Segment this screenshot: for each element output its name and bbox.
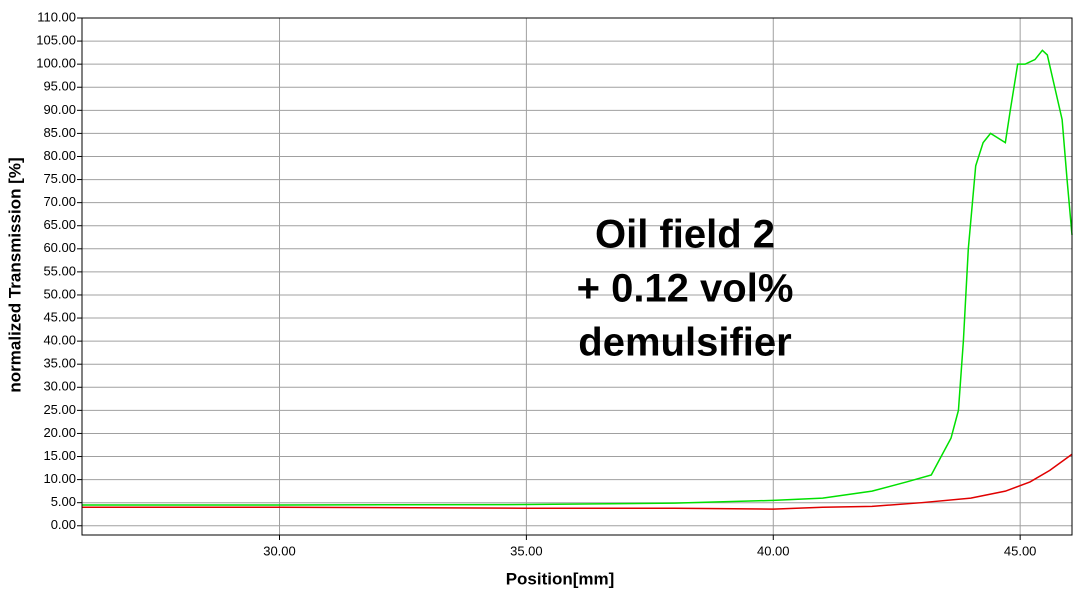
data-line bbox=[82, 453, 1073, 510]
y-tick-label: 105.00 bbox=[36, 33, 76, 48]
y-tick-label: 55.00 bbox=[43, 263, 76, 278]
x-tick-label: 45.00 bbox=[1004, 543, 1037, 558]
y-tick-label: 15.00 bbox=[43, 448, 76, 463]
y-axis-label: normalized Transmission [%] bbox=[5, 157, 24, 392]
x-axis-label: Position[mm] bbox=[506, 569, 615, 588]
y-tick-label: 100.00 bbox=[36, 56, 76, 71]
annotation: demulsifier bbox=[578, 321, 791, 365]
y-tick-label: 0.00 bbox=[51, 517, 76, 532]
y-tick-label: 20.00 bbox=[43, 425, 76, 440]
y-tick-label: 60.00 bbox=[43, 240, 76, 255]
y-tick-label: 110.00 bbox=[37, 9, 76, 24]
y-tick-label: 30.00 bbox=[43, 379, 76, 394]
y-tick-label: 90.00 bbox=[43, 102, 76, 117]
y-tick-label: 95.00 bbox=[43, 79, 76, 94]
annotation: + 0.12 vol% bbox=[577, 267, 794, 311]
y-tick-label: 85.00 bbox=[43, 125, 76, 140]
y-tick-label: 75.00 bbox=[43, 171, 76, 186]
x-tick-label: 35.00 bbox=[510, 543, 543, 558]
x-tick-label: 30.00 bbox=[263, 543, 296, 558]
x-tick-label: 40.00 bbox=[757, 543, 790, 558]
y-tick-label: 50.00 bbox=[43, 286, 76, 301]
y-tick-label: 65.00 bbox=[43, 217, 76, 232]
plot-border bbox=[81, 17, 1073, 536]
plot-area bbox=[82, 18, 1072, 535]
y-tick-label: 5.00 bbox=[51, 494, 76, 509]
annotation: Oil field 2 bbox=[595, 213, 775, 257]
y-tick-label: 70.00 bbox=[43, 194, 76, 209]
data-line bbox=[82, 49, 1073, 506]
y-tick-label: 25.00 bbox=[43, 402, 76, 417]
y-tick-label: 40.00 bbox=[43, 333, 76, 348]
y-tick-label: 35.00 bbox=[43, 356, 76, 371]
y-tick-label: 80.00 bbox=[43, 148, 76, 163]
y-tick-label: 10.00 bbox=[43, 471, 76, 486]
y-tick-label: 45.00 bbox=[43, 309, 76, 324]
